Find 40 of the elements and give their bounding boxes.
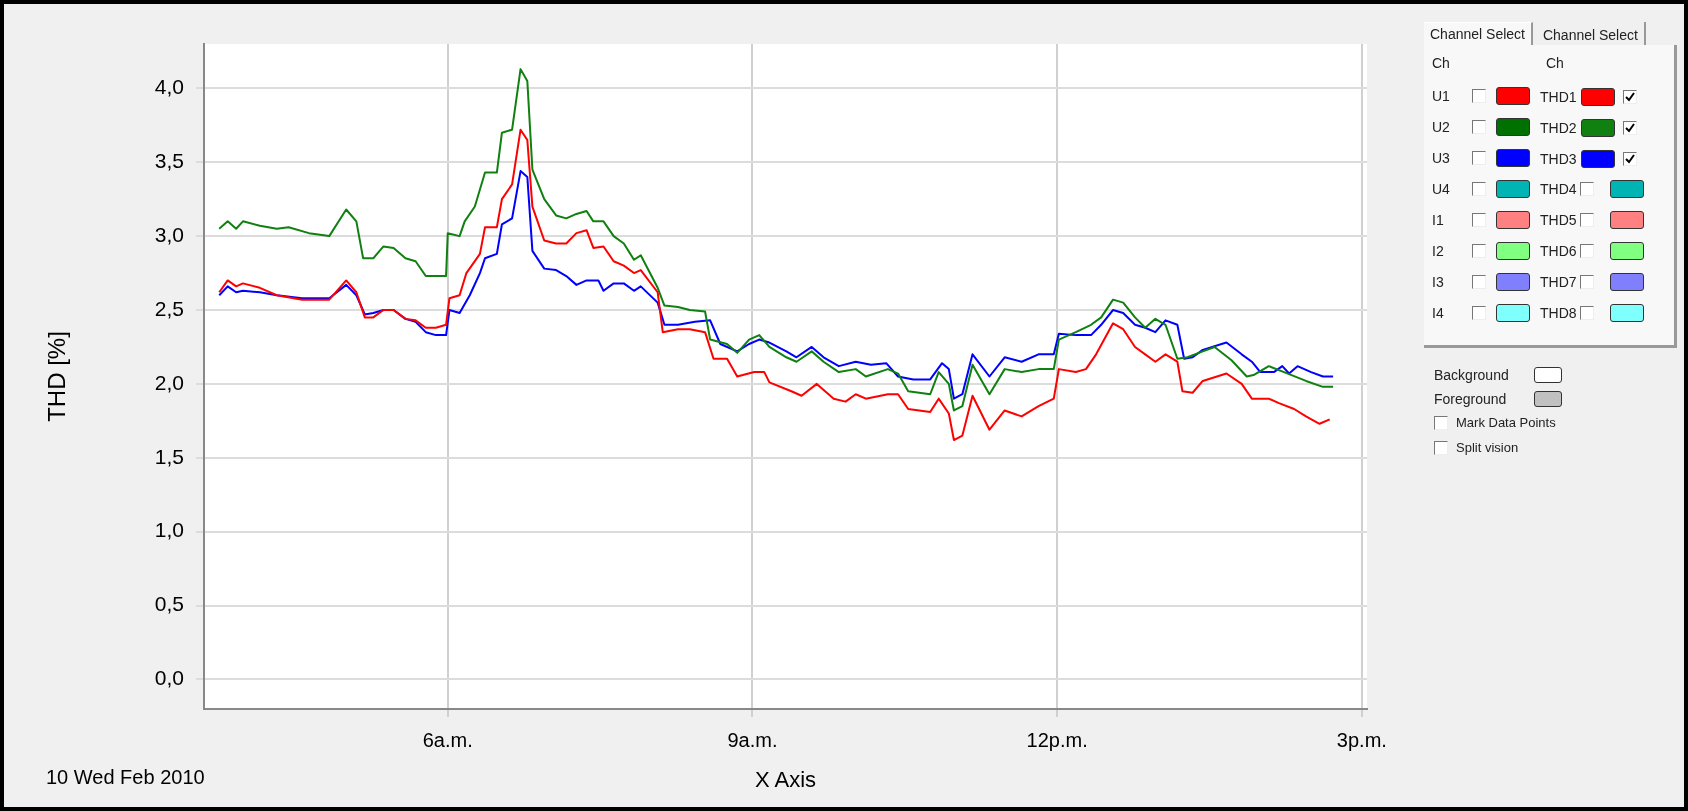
y-tick-label: 1,0	[154, 518, 184, 542]
y-tick-label: 4,0	[154, 75, 184, 99]
text: U4	[1432, 181, 1451, 197]
y-tick-label: 0,5	[154, 592, 184, 616]
text: Channel Select	[1424, 22, 1533, 45]
y-tick-label: 2,0	[154, 370, 184, 394]
text: THD7	[1540, 274, 1578, 290]
text: THD6	[1540, 243, 1578, 259]
legend-label: THD3	[1540, 151, 1578, 167]
y-tick-label: 0,0	[154, 666, 184, 690]
x-tick-label: 9a.m.	[727, 728, 778, 751]
text: Ch	[1432, 55, 1450, 71]
text: I2	[1432, 243, 1445, 259]
text: I3	[1432, 274, 1445, 290]
text: THD5	[1540, 212, 1578, 228]
text: Split vision	[1456, 440, 1519, 455]
text: Mark Data Points	[1456, 415, 1556, 430]
text: Channel Select	[1536, 22, 1646, 45]
text: U1	[1432, 88, 1451, 104]
text: Background	[1434, 367, 1510, 383]
text: Ch	[1546, 55, 1564, 71]
text: 10 Wed Feb 2010	[46, 766, 205, 789]
legend-label: THD1	[1540, 89, 1578, 105]
text: THD4	[1540, 181, 1578, 197]
text: U2	[1432, 119, 1451, 135]
y-axis-title: THD [%]	[43, 331, 71, 422]
y-tick-label: 1,5	[154, 444, 184, 468]
y-tick-label: 3,0	[154, 222, 184, 246]
x-axis-title: X Axis	[754, 766, 817, 792]
x-tick-label: 12p.m.	[1026, 728, 1088, 751]
x-tick-label: 6a.m.	[422, 728, 473, 751]
y-tick-label: 2,5	[154, 296, 184, 320]
x-tick-label: 3p.m.	[1336, 728, 1387, 751]
legend-label: THD2	[1540, 120, 1578, 136]
text: Foreground	[1434, 391, 1508, 407]
text: THD8	[1540, 305, 1578, 321]
y-tick-label: 3,5	[154, 149, 184, 173]
text: I4	[1432, 305, 1445, 321]
text: U3	[1432, 150, 1451, 166]
text: I1	[1432, 212, 1445, 228]
